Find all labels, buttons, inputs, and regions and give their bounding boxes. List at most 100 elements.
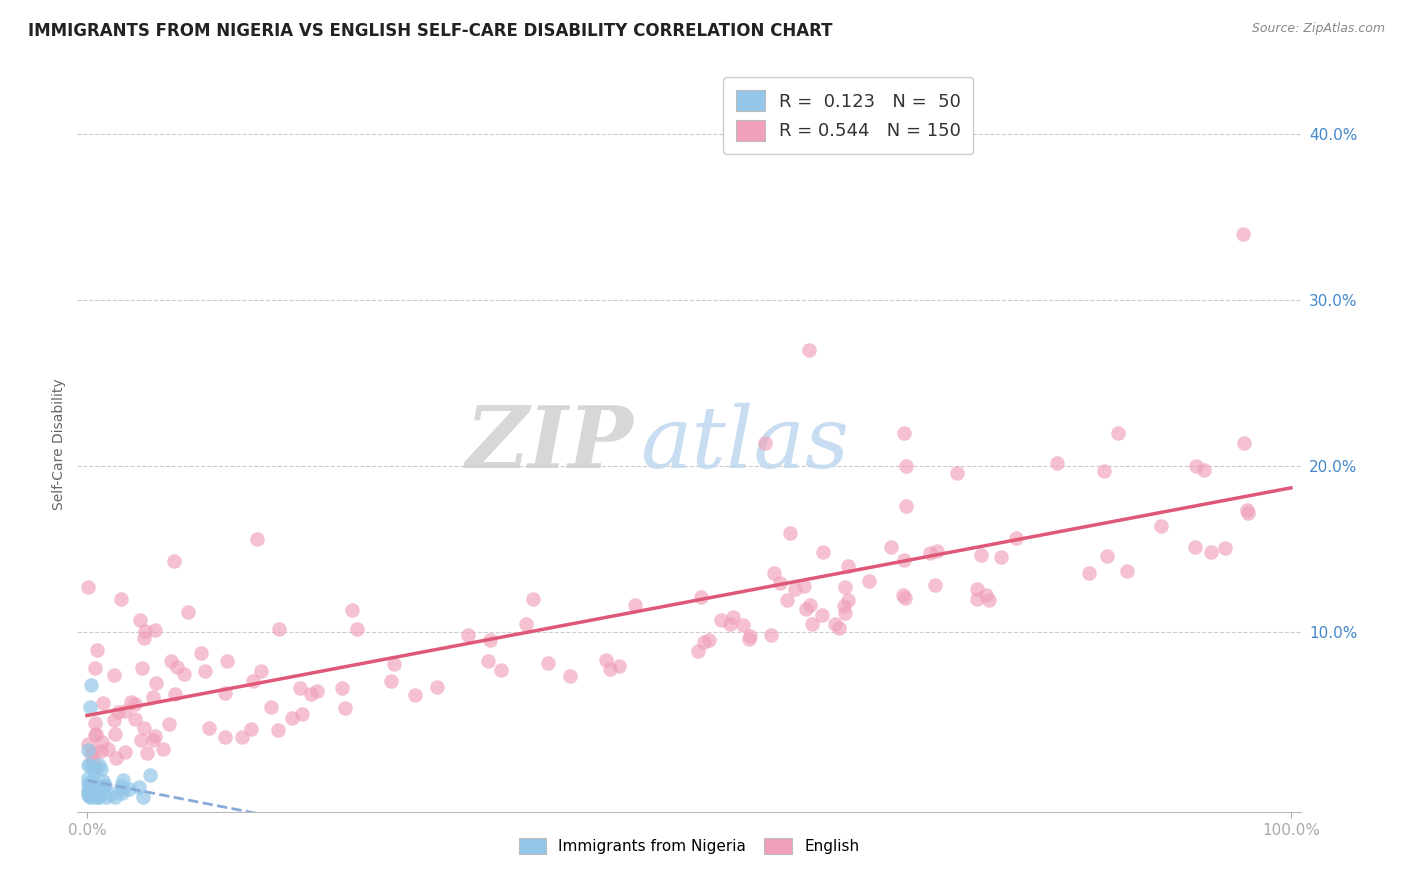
- Point: [966, 592, 988, 607]
- Point: [307, 683, 329, 698]
- Point: [894, 591, 917, 605]
- Point: [114, 746, 136, 760]
- Point: [738, 629, 761, 643]
- Point: [404, 688, 426, 702]
- Point: [77, 738, 100, 752]
- Point: [346, 622, 368, 636]
- Point: [688, 644, 710, 658]
- Point: [832, 599, 855, 613]
- Point: [80, 678, 103, 692]
- Point: [763, 566, 786, 581]
- Point: [718, 616, 741, 631]
- Point: [79, 786, 101, 800]
- Point: [160, 653, 183, 667]
- Point: [522, 592, 544, 607]
- Point: [79, 789, 101, 803]
- Point: [1185, 458, 1208, 473]
- Point: [827, 621, 849, 635]
- Point: [1095, 549, 1118, 563]
- Point: [176, 605, 198, 619]
- Point: [693, 635, 716, 649]
- Text: IMMIGRANTS FROM NIGERIA VS ENGLISH SELF-CARE DISABILITY CORRELATION CHART: IMMIGRANTS FROM NIGERIA VS ENGLISH SELF-…: [28, 22, 832, 40]
- Point: [143, 623, 166, 637]
- Point: [710, 613, 733, 627]
- Point: [333, 701, 356, 715]
- Point: [1046, 456, 1069, 470]
- Point: [86, 789, 108, 803]
- Point: [426, 680, 449, 694]
- Point: [1233, 436, 1256, 450]
- Point: [166, 660, 188, 674]
- Point: [198, 721, 221, 735]
- Point: [77, 776, 100, 790]
- Point: [894, 458, 917, 473]
- Point: [811, 544, 834, 558]
- Point: [83, 789, 105, 804]
- Point: [893, 553, 915, 567]
- Point: [894, 499, 917, 513]
- Point: [924, 578, 946, 592]
- Point: [77, 779, 100, 793]
- Point: [260, 699, 283, 714]
- Point: [77, 758, 100, 772]
- Point: [84, 716, 107, 731]
- Point: [858, 574, 880, 589]
- Point: [82, 788, 104, 802]
- Point: [794, 602, 817, 616]
- Point: [779, 526, 801, 541]
- Point: [834, 606, 856, 620]
- Point: [607, 659, 630, 673]
- Point: [96, 789, 118, 804]
- Point: [1199, 545, 1222, 559]
- Point: [489, 663, 512, 677]
- Point: [280, 711, 302, 725]
- Point: [380, 673, 402, 688]
- Point: [689, 590, 711, 604]
- Point: [837, 593, 859, 607]
- Point: [86, 642, 108, 657]
- Point: [731, 618, 754, 632]
- Point: [880, 541, 903, 555]
- Point: [129, 732, 152, 747]
- Point: [80, 787, 103, 801]
- Point: [87, 789, 110, 804]
- Point: [110, 779, 132, 793]
- Point: [824, 616, 846, 631]
- Point: [103, 714, 125, 728]
- Point: [793, 578, 815, 592]
- Point: [190, 646, 212, 660]
- Point: [194, 664, 217, 678]
- Point: [799, 343, 821, 357]
- Point: [114, 704, 136, 718]
- Point: [759, 628, 782, 642]
- Point: [77, 781, 100, 796]
- Point: [1236, 503, 1258, 517]
- Y-axis label: Self-Care Disability: Self-Care Disability: [52, 378, 66, 509]
- Point: [162, 554, 184, 568]
- Point: [77, 784, 100, 798]
- Point: [91, 696, 114, 710]
- Legend: Immigrants from Nigeria, English: Immigrants from Nigeria, English: [512, 832, 866, 860]
- Point: [1077, 566, 1099, 581]
- Point: [83, 764, 105, 778]
- Point: [152, 741, 174, 756]
- Point: [128, 780, 150, 795]
- Point: [299, 687, 322, 701]
- Point: [1092, 464, 1115, 478]
- Point: [84, 727, 107, 741]
- Point: [89, 785, 111, 799]
- Point: [966, 582, 988, 597]
- Point: [104, 751, 127, 765]
- Point: [107, 705, 129, 719]
- Point: [77, 742, 100, 756]
- Point: [90, 762, 112, 776]
- Point: [288, 681, 311, 695]
- Point: [90, 744, 112, 758]
- Point: [94, 778, 117, 792]
- Point: [537, 657, 560, 671]
- Point: [84, 784, 107, 798]
- Point: [783, 582, 806, 596]
- Point: [215, 654, 238, 668]
- Point: [110, 592, 132, 607]
- Point: [112, 773, 135, 788]
